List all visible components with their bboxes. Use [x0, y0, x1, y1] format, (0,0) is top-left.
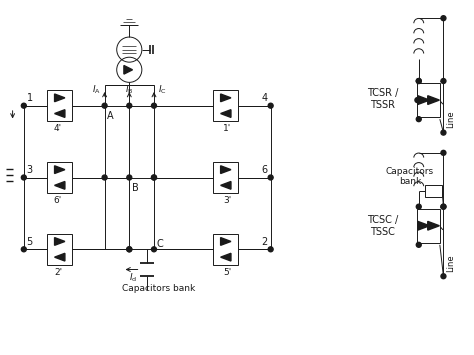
Text: 2: 2 — [262, 237, 268, 247]
Bar — [47, 234, 72, 265]
Circle shape — [127, 175, 132, 180]
Polygon shape — [220, 237, 231, 245]
Circle shape — [152, 175, 156, 180]
Text: 5: 5 — [27, 237, 33, 247]
Circle shape — [416, 242, 421, 247]
Circle shape — [416, 78, 421, 83]
Text: Line: Line — [447, 254, 456, 272]
Circle shape — [152, 247, 156, 252]
Text: 1: 1 — [27, 93, 33, 103]
Circle shape — [441, 78, 446, 83]
Circle shape — [127, 103, 132, 108]
Circle shape — [21, 103, 26, 108]
Text: A: A — [107, 111, 114, 121]
Circle shape — [102, 175, 107, 180]
Polygon shape — [55, 237, 65, 245]
Text: Line: Line — [447, 110, 456, 128]
Text: $I_{\mathrm{d}}$: $I_{\mathrm{d}}$ — [129, 272, 137, 284]
Text: Capacitors
bank: Capacitors bank — [386, 167, 434, 186]
Circle shape — [21, 175, 26, 180]
Circle shape — [441, 151, 446, 155]
Bar — [47, 90, 72, 121]
Polygon shape — [220, 181, 231, 189]
Circle shape — [127, 247, 132, 252]
Text: 6': 6' — [54, 196, 62, 205]
Circle shape — [127, 247, 132, 252]
Polygon shape — [124, 65, 133, 74]
Polygon shape — [220, 253, 231, 261]
Polygon shape — [418, 222, 429, 230]
Text: 2': 2' — [54, 268, 62, 277]
Text: 4': 4' — [54, 124, 62, 133]
Polygon shape — [55, 110, 65, 118]
Text: $I_{\mathrm{B}}$: $I_{\mathrm{B}}$ — [125, 83, 134, 96]
Text: B: B — [132, 183, 139, 193]
Circle shape — [416, 78, 421, 83]
Polygon shape — [55, 166, 65, 174]
Circle shape — [441, 16, 446, 21]
Circle shape — [416, 117, 421, 122]
Bar — [213, 162, 238, 193]
Circle shape — [441, 274, 446, 279]
Circle shape — [441, 204, 446, 209]
Text: C: C — [157, 239, 164, 250]
Bar — [47, 162, 72, 193]
Text: 3': 3' — [223, 196, 232, 205]
Text: 1': 1' — [223, 124, 232, 133]
Polygon shape — [418, 96, 429, 104]
Polygon shape — [220, 94, 231, 102]
Circle shape — [441, 130, 446, 135]
Circle shape — [152, 103, 156, 108]
Text: 5': 5' — [223, 268, 232, 277]
Text: $I_{\mathrm{C}}$: $I_{\mathrm{C}}$ — [158, 83, 166, 96]
Circle shape — [152, 175, 156, 180]
Bar — [425, 185, 442, 197]
Text: 6: 6 — [262, 165, 268, 175]
Text: TCSR /
TSSR: TCSR / TSSR — [367, 88, 399, 110]
Text: 4: 4 — [262, 93, 268, 103]
Circle shape — [441, 204, 446, 209]
Circle shape — [415, 98, 420, 103]
Polygon shape — [55, 94, 65, 102]
Circle shape — [102, 103, 107, 108]
Bar — [213, 90, 238, 121]
Circle shape — [268, 103, 273, 108]
Polygon shape — [220, 110, 231, 118]
Polygon shape — [55, 253, 65, 261]
Circle shape — [21, 247, 26, 252]
Polygon shape — [428, 222, 439, 230]
Bar — [418, 209, 440, 242]
Circle shape — [268, 247, 273, 252]
Polygon shape — [428, 96, 439, 104]
Polygon shape — [55, 181, 65, 189]
Text: TCSC /
TSSC: TCSC / TSSC — [367, 215, 399, 237]
Text: Capacitors bank: Capacitors bank — [122, 284, 195, 293]
Circle shape — [416, 204, 421, 209]
Text: 3: 3 — [27, 165, 33, 175]
Circle shape — [268, 175, 273, 180]
Text: $I_{\mathrm{A}}$: $I_{\mathrm{A}}$ — [92, 83, 101, 96]
Bar — [418, 83, 440, 117]
Polygon shape — [220, 166, 231, 174]
Bar — [213, 234, 238, 265]
